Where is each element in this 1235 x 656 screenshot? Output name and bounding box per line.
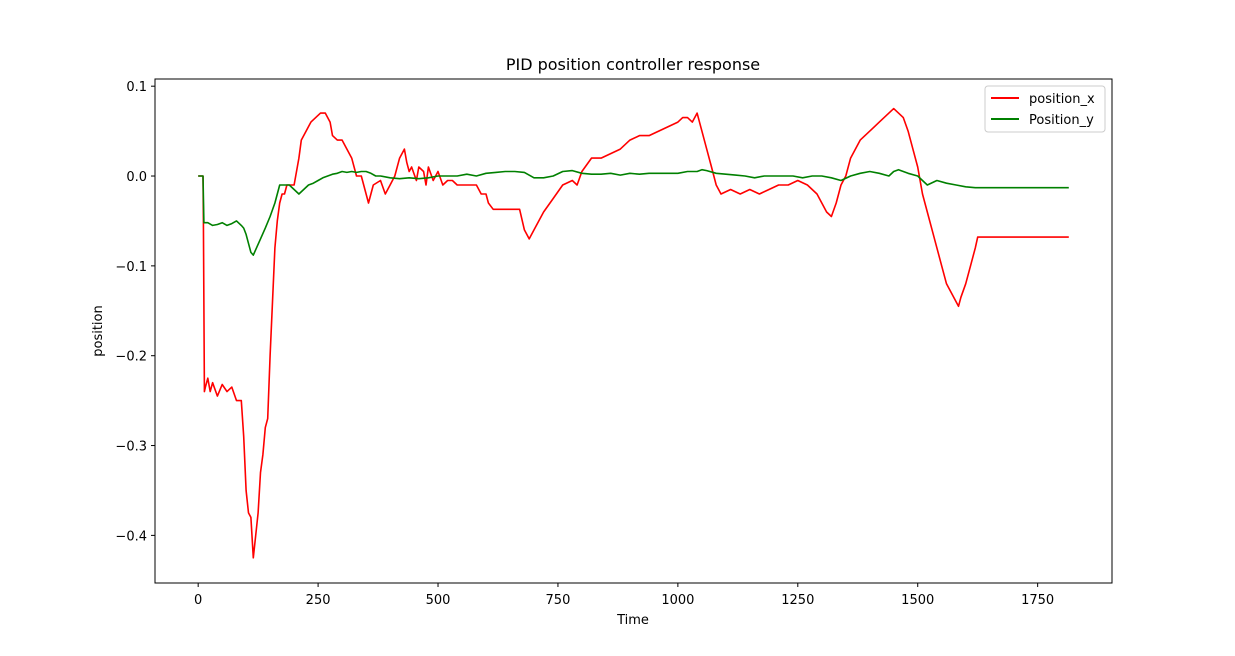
x-tick-label: 1000	[661, 593, 694, 608]
plot-frame	[154, 78, 1113, 584]
legend-label: position_x	[1029, 92, 1095, 107]
x-tick-label: 0	[194, 593, 202, 608]
x-tick-label: 1750	[1021, 593, 1054, 608]
series-line-position_y	[198, 168, 1069, 256]
chart-title: PID position controller response	[506, 55, 760, 74]
y-tick-label: 0.0	[126, 170, 147, 185]
y-tick-label: −0.1	[115, 260, 147, 275]
x-tick-label: 250	[306, 593, 331, 608]
y-tick-label: 0.1	[126, 80, 147, 95]
x-tick-label: 1250	[781, 593, 814, 608]
legend: position_x Position_y	[984, 85, 1106, 133]
legend-label: Position_y	[1029, 113, 1094, 128]
x-tick-label: 500	[426, 593, 451, 608]
y-tick-label: −0.3	[115, 440, 147, 455]
y-tick-label: −0.2	[115, 350, 147, 365]
series-line-position_x	[198, 107, 1069, 559]
x-tick-label: 1500	[901, 593, 934, 608]
y-tick-label: −0.4	[115, 529, 147, 544]
x-axis-label: Time	[616, 613, 649, 628]
x-tick-label: 750	[546, 593, 571, 608]
y-axis-label: position	[91, 305, 106, 357]
